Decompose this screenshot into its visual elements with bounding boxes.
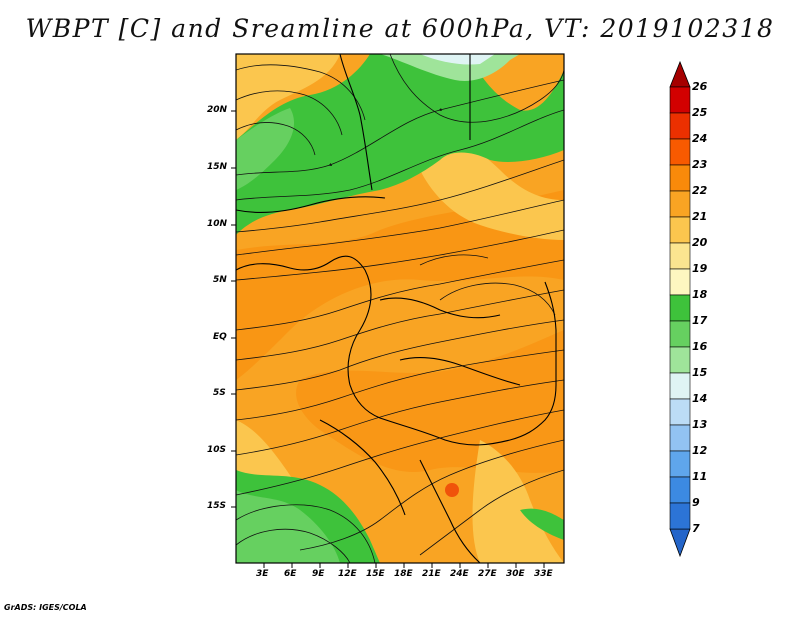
colorbar-label: 13 (692, 418, 708, 431)
colorbar-swatch (669, 320, 691, 348)
lon-label: 6E (284, 569, 297, 579)
colorbar-swatch (669, 450, 691, 478)
colorbar-label: 15 (692, 366, 708, 379)
lon-label: 9E (312, 569, 325, 579)
colorbar-swatch (669, 138, 691, 166)
map-frame (235, 53, 565, 564)
colorbar-swatch (669, 502, 691, 530)
lat-label: 5S (213, 388, 226, 398)
colorbar-lower-arrow (669, 528, 691, 558)
colorbar-swatch (669, 164, 691, 192)
colorbar-label: 17 (692, 314, 708, 327)
colorbar-swatch (669, 242, 691, 270)
colorbar-label: 7 (692, 522, 700, 535)
lat-label: 15N (207, 162, 228, 172)
credit-text: GrADS: IGES/COLA (4, 603, 87, 612)
lat-label: 15S (207, 501, 227, 511)
colorbar-label: 11 (692, 470, 708, 483)
colorbar-swatch (669, 268, 691, 296)
lon-label: 3E (256, 569, 269, 579)
lon-label: 15E (366, 569, 385, 579)
colorbar-label: 18 (692, 288, 708, 301)
lat-label: EQ (213, 332, 227, 342)
colorbar-label: 24 (692, 132, 708, 145)
lon-label: 12E (338, 569, 357, 579)
colorbar-label: 19 (692, 262, 708, 275)
colorbar-swatch (669, 112, 691, 140)
colorbar-upper-arrow (669, 60, 691, 88)
colorbar-label: 22 (692, 184, 708, 197)
colorbar-label: 23 (692, 158, 708, 171)
map-title: WBPT [C] and Sreamline at 600hPa, VT: 20… (25, 14, 775, 43)
boundaries (236, 54, 557, 563)
colorbar-swatch (669, 372, 691, 400)
lat-ticks (231, 110, 236, 508)
colorbar-label: 12 (692, 444, 708, 457)
streamlines (236, 54, 564, 563)
colorbar-swatch (669, 476, 691, 504)
lat-label: 10N (207, 219, 228, 229)
wbpt-field (236, 54, 564, 563)
lon-label: 27E (478, 569, 497, 579)
colorbar-swatch (669, 346, 691, 374)
colorbar-label: 9 (692, 496, 700, 509)
colorbar-label: 26 (692, 80, 708, 93)
colorbar-swatch (669, 216, 691, 244)
colorbar-label: 14 (692, 392, 708, 405)
colorbar-swatch (669, 190, 691, 218)
lon-label: 33E (534, 569, 553, 579)
colorbar-swatch (669, 86, 691, 114)
lat-label: 10S (207, 445, 227, 455)
colorbar-swatch (669, 424, 691, 452)
lon-label: 30E (506, 569, 525, 579)
colorbar-swatch (669, 294, 691, 322)
colorbar-label: 21 (692, 210, 708, 223)
colorbar-label: 16 (692, 340, 708, 353)
colorbar-label: 25 (692, 106, 708, 119)
lat-label: 20N (207, 105, 228, 115)
colorbar-label: 20 (692, 236, 708, 249)
lon-ticks (263, 563, 545, 568)
lon-label: 24E (450, 569, 469, 579)
lon-label: 21E (422, 569, 441, 579)
lat-label: 5N (213, 275, 227, 285)
lon-label: 18E (394, 569, 413, 579)
colorbar-swatch (669, 398, 691, 426)
colorbar (669, 60, 691, 558)
